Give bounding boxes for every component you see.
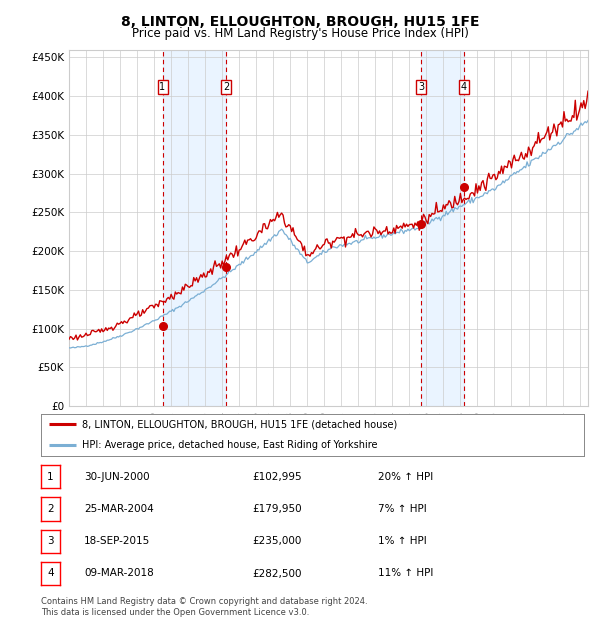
Text: 8, LINTON, ELLOUGHTON, BROUGH, HU15 1FE: 8, LINTON, ELLOUGHTON, BROUGH, HU15 1FE (121, 16, 479, 30)
Text: 2: 2 (47, 504, 54, 514)
Text: £235,000: £235,000 (252, 536, 301, 546)
Text: 30-JUN-2000: 30-JUN-2000 (84, 472, 149, 482)
Text: 7% ↑ HPI: 7% ↑ HPI (378, 504, 427, 514)
Text: 09-MAR-2018: 09-MAR-2018 (84, 569, 154, 578)
Text: £179,950: £179,950 (252, 504, 302, 514)
Text: 3: 3 (418, 82, 425, 92)
Text: 3: 3 (47, 536, 54, 546)
Text: 20% ↑ HPI: 20% ↑ HPI (378, 472, 433, 482)
Text: HPI: Average price, detached house, East Riding of Yorkshire: HPI: Average price, detached house, East… (82, 440, 377, 450)
Text: £282,500: £282,500 (252, 569, 302, 578)
Text: £102,995: £102,995 (252, 472, 302, 482)
Text: 2: 2 (223, 82, 229, 92)
Text: 1: 1 (160, 82, 166, 92)
Text: 11% ↑ HPI: 11% ↑ HPI (378, 569, 433, 578)
Text: 4: 4 (460, 82, 467, 92)
Text: 8, LINTON, ELLOUGHTON, BROUGH, HU15 1FE (detached house): 8, LINTON, ELLOUGHTON, BROUGH, HU15 1FE … (82, 419, 397, 429)
Text: 4: 4 (47, 569, 54, 578)
Text: Price paid vs. HM Land Registry's House Price Index (HPI): Price paid vs. HM Land Registry's House … (131, 27, 469, 40)
Text: 1% ↑ HPI: 1% ↑ HPI (378, 536, 427, 546)
Text: 18-SEP-2015: 18-SEP-2015 (84, 536, 150, 546)
Text: 1: 1 (47, 472, 54, 482)
Text: 25-MAR-2004: 25-MAR-2004 (84, 504, 154, 514)
Bar (421, 50, 464, 406)
Text: Contains HM Land Registry data © Crown copyright and database right 2024.
This d: Contains HM Land Registry data © Crown c… (41, 598, 367, 617)
Bar (163, 50, 226, 406)
